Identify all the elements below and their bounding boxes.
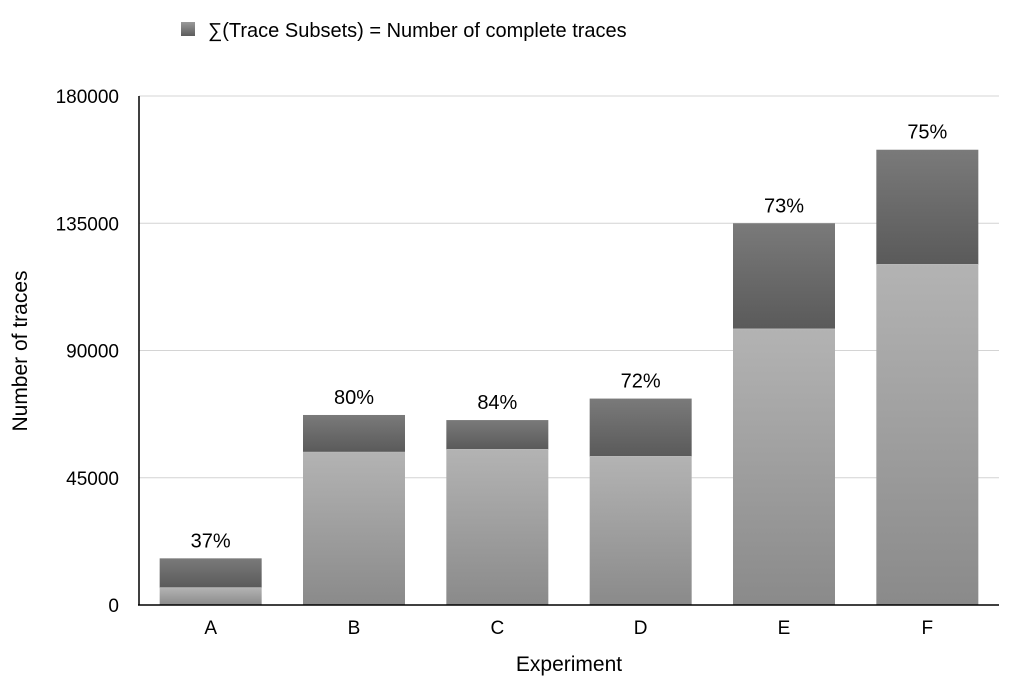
data-label-E: 73% [764, 195, 804, 217]
y-axis-title: Number of traces [9, 270, 32, 431]
x-tick-label-B: B [348, 618, 361, 639]
bar-segment-D-series-2 [589, 398, 692, 457]
x-tick-label-D: D [634, 618, 648, 639]
x-tick-label-A: A [204, 618, 217, 639]
x-tick-label-C: C [490, 618, 504, 639]
x-axis-ticks: A B C D E F [204, 618, 933, 639]
bar-segment-C-series-1 [446, 449, 549, 605]
bar-segment-C-series-2 [446, 420, 549, 450]
bar-segment-A-series-2 [159, 558, 262, 588]
bar-segment-A-series-1 [159, 587, 262, 605]
y-tick-label: 90000 [66, 342, 119, 363]
bar-segment-D-series-1 [589, 456, 692, 605]
y-tick-label: 0 [108, 596, 119, 617]
data-label-D: 72% [621, 371, 661, 393]
bar-segment-E-series-2 [733, 223, 835, 330]
bar-segment-E-series-1 [733, 329, 835, 605]
y-tick-label: 135000 [56, 214, 119, 235]
x-axis-title: Experiment [516, 653, 622, 676]
data-label-A: 37% [191, 530, 231, 552]
bar-segment-B-series-2 [303, 414, 405, 453]
x-tick-label-F: F [922, 618, 934, 639]
y-tick-label: 45000 [66, 469, 119, 490]
bar-segment-F-series-2 [876, 149, 979, 265]
bar-segment-F-series-1 [876, 264, 979, 605]
legend-swatch [181, 22, 195, 36]
data-label-B: 80% [334, 387, 374, 409]
data-label-C: 84% [477, 392, 517, 414]
y-axis-ticks: 0 45000 90000 135000 180000 [56, 87, 119, 617]
bar-segment-B-series-1 [303, 452, 405, 605]
x-tick-label-E: E [778, 618, 791, 639]
legend: ∑(Trace Subsets) = Number of complete tr… [181, 20, 627, 42]
gridlines [139, 95, 999, 479]
legend-label-series-1: ∑(Trace Subsets) = Number of complete tr… [208, 20, 627, 42]
bars [159, 149, 979, 605]
data-labels: 37% 80% 84% 72% 73% 75% [191, 122, 948, 553]
data-label-F: 75% [907, 122, 947, 144]
y-tick-label: 180000 [56, 87, 119, 108]
